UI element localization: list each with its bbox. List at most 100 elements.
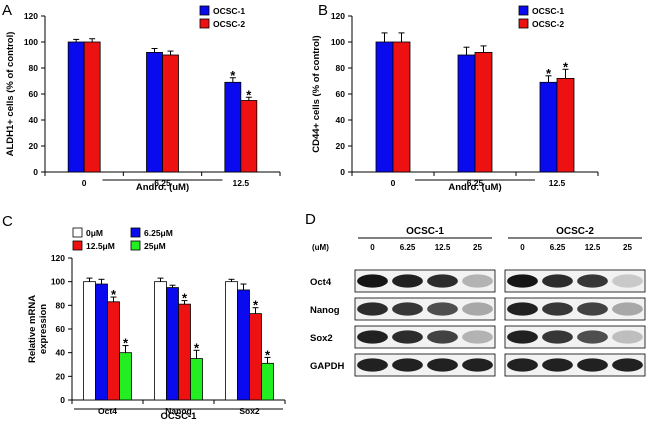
blot-band xyxy=(507,302,538,316)
blot-strip xyxy=(354,297,496,321)
x-axis-title: OCSC-1 xyxy=(161,411,198,422)
y-tick-label: 60 xyxy=(56,324,66,334)
y-tick-label: 0 xyxy=(33,167,38,177)
y-tick-label: 120 xyxy=(51,253,65,263)
bar xyxy=(95,283,108,401)
blot-group-title: OCSC-2 xyxy=(556,226,594,237)
bar xyxy=(556,78,575,173)
blot-band xyxy=(392,358,423,372)
blot-row-label: Nanog xyxy=(310,305,340,316)
significance-star: * xyxy=(246,87,252,102)
y-axis-title: ALDH1+ cells (% of control) xyxy=(5,32,16,157)
blot-strip xyxy=(354,325,496,349)
blot-band xyxy=(427,358,458,372)
significance-star: * xyxy=(563,59,569,74)
legend-swatch xyxy=(72,227,83,238)
blot-band xyxy=(542,330,573,344)
bar xyxy=(539,81,558,173)
panel-label-d: D xyxy=(305,211,316,228)
blot-band xyxy=(577,302,608,316)
western-blot-d: (uM) OCSC-1 0 6.25 12.5 25 OCSC-2 0 6.25 12.5 25 Oc… xyxy=(310,226,646,377)
bar xyxy=(237,289,250,401)
bar xyxy=(107,301,120,401)
blot-band xyxy=(542,302,573,316)
blot-band xyxy=(542,358,573,372)
legend-label: 12.5μM xyxy=(86,241,115,251)
blot-lane-label: 25 xyxy=(473,243,482,252)
panel-label-b: B xyxy=(318,2,328,19)
bar xyxy=(190,358,203,401)
unit-label: (uM) xyxy=(312,243,329,252)
significance-star: * xyxy=(546,66,552,81)
x-axis-title: Andro. (uM) xyxy=(448,182,501,193)
blot-band xyxy=(392,330,423,344)
bar xyxy=(166,287,179,401)
legend-label: OCSC-2 xyxy=(213,19,245,29)
legend-swatch xyxy=(518,18,529,29)
blot-strip xyxy=(354,269,496,293)
y-axis-title-line: CD44+ cells (% of control) xyxy=(311,35,322,152)
y-tick-label: 80 xyxy=(336,63,346,73)
blot-lane-label: 12.5 xyxy=(585,243,601,252)
x-tick-label: 12.5 xyxy=(549,178,566,188)
y-tick-label: 80 xyxy=(29,63,39,73)
blot-lane-label: 6.25 xyxy=(550,243,566,252)
legend-swatch xyxy=(130,227,141,238)
blot-band xyxy=(577,358,608,372)
blot-lane-label: 6.25 xyxy=(400,243,416,252)
significance-star: * xyxy=(230,68,236,83)
x-tick-label: 0 xyxy=(391,178,396,188)
y-tick-label: 100 xyxy=(24,37,38,47)
blot-strip xyxy=(504,297,646,321)
bar xyxy=(178,303,191,401)
x-tick-label: Sox2 xyxy=(239,406,260,416)
bar xyxy=(457,54,476,173)
legend: 0μM 6.25μM 12.5μM 25μM xyxy=(72,227,173,251)
significance-star: * xyxy=(265,347,271,362)
blot-strip xyxy=(504,325,646,349)
blot-band xyxy=(357,330,388,344)
y-tick-label: 40 xyxy=(336,115,346,125)
blot-row-label: Oct4 xyxy=(310,277,332,288)
legend-swatch xyxy=(199,5,210,16)
bar xyxy=(375,41,394,173)
significance-star: * xyxy=(253,298,259,313)
y-tick-label: 20 xyxy=(56,371,66,381)
y-tick-label: 0 xyxy=(60,395,65,405)
blot-band xyxy=(357,302,388,316)
significance-star: * xyxy=(194,340,200,355)
y-tick-label: 100 xyxy=(51,277,65,287)
bar xyxy=(162,54,179,173)
y-tick-label: 60 xyxy=(336,89,346,99)
blot-band xyxy=(462,302,493,316)
legend-label: OCSC-1 xyxy=(532,6,564,16)
x-tick-label: Oct4 xyxy=(98,406,117,416)
legend-swatch xyxy=(518,5,529,16)
y-tick-label: 80 xyxy=(56,300,66,310)
blot-strip xyxy=(504,269,646,293)
bar xyxy=(225,281,238,401)
bar xyxy=(392,41,411,173)
bar xyxy=(83,41,101,173)
y-tick-label: 100 xyxy=(331,37,345,47)
blot-band xyxy=(577,330,608,344)
y-axis-title-line: ALDH1+ cells (% of control) xyxy=(5,32,16,157)
bar xyxy=(240,100,258,173)
blot-lane-label: 12.5 xyxy=(435,243,451,252)
blot-band xyxy=(462,274,493,288)
blot-lane-label: 25 xyxy=(623,243,632,252)
x-tick-label: Nanog xyxy=(165,406,191,416)
legend-label: 25μM xyxy=(144,241,166,251)
legend-swatch xyxy=(199,18,210,29)
blot-band xyxy=(577,274,608,288)
legend-swatch xyxy=(130,240,141,251)
x-tick-label: 0 xyxy=(82,178,87,188)
legend-label: OCSC-1 xyxy=(213,6,245,16)
blot-band xyxy=(427,330,458,344)
legend: OCSC-1 OCSC-2 xyxy=(199,5,245,29)
blot-band xyxy=(612,302,643,316)
y-axis-title-line: expression xyxy=(38,304,49,354)
blot-band xyxy=(612,358,643,372)
y-tick-label: 120 xyxy=(24,11,38,21)
